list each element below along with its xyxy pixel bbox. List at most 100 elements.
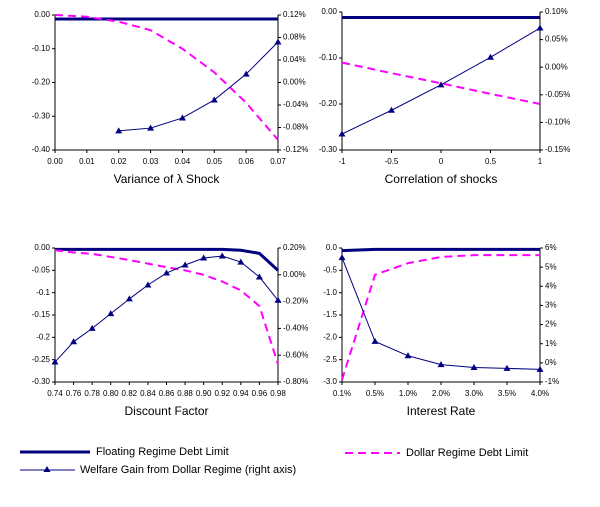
marker bbox=[487, 53, 494, 60]
x-tick-label: 0.1% bbox=[333, 389, 351, 398]
marker bbox=[181, 261, 189, 268]
x-tick-label: 0.06 bbox=[238, 157, 254, 166]
marker bbox=[218, 252, 226, 259]
marker bbox=[338, 130, 346, 137]
y-tick-label: 0.0 bbox=[326, 243, 338, 252]
marker bbox=[338, 254, 346, 261]
marker bbox=[371, 337, 379, 344]
series-line bbox=[341, 61, 541, 105]
x-tick-label: 3.5% bbox=[498, 389, 516, 398]
marker bbox=[147, 124, 155, 131]
marker bbox=[70, 338, 78, 345]
x-tick-label: 0.80 bbox=[103, 389, 119, 398]
y2-tick-label: 5% bbox=[545, 262, 557, 271]
marker bbox=[470, 363, 478, 370]
x-tick-label: -0.5 bbox=[385, 157, 399, 166]
x-tick-label: -1 bbox=[338, 157, 346, 166]
x-axis-label: Interest Rate bbox=[407, 404, 476, 418]
marker bbox=[88, 324, 96, 331]
marker bbox=[503, 364, 511, 371]
y-tick-label: -0.15 bbox=[32, 310, 51, 319]
y2-tick-label: -0.08% bbox=[283, 123, 308, 132]
y-tick-label: -2.5 bbox=[323, 355, 337, 364]
marker bbox=[242, 70, 250, 77]
y-tick-label: -0.40 bbox=[32, 145, 51, 154]
y-tick-label: -0.5 bbox=[323, 265, 337, 274]
y-tick-label: -2.0 bbox=[323, 332, 337, 341]
x-tick-label: 0.92 bbox=[214, 389, 230, 398]
y-tick-label: -0.30 bbox=[319, 145, 338, 154]
y-tick-label: 0.00 bbox=[321, 7, 337, 16]
y2-tick-label: 6% bbox=[545, 243, 557, 252]
x-axis-label: Correlation of shocks bbox=[385, 172, 498, 186]
series-line bbox=[54, 249, 279, 365]
y-tick-label: -0.05 bbox=[32, 265, 51, 274]
y-tick-label: -0.1 bbox=[36, 288, 50, 297]
y2-tick-label: 0.00% bbox=[283, 78, 306, 87]
y2-tick-label: 0.12% bbox=[283, 10, 306, 19]
y2-tick-label: 1% bbox=[545, 339, 557, 348]
y2-tick-label: 0.10% bbox=[545, 7, 568, 16]
x-tick-label: 2.0% bbox=[432, 389, 450, 398]
x-tick-label: 0.84 bbox=[140, 389, 156, 398]
y2-tick-label: 0.20% bbox=[283, 243, 306, 252]
y-tick-label: -0.30 bbox=[32, 377, 51, 386]
y2-tick-label: 0.04% bbox=[283, 55, 306, 64]
x-tick-label: 0.94 bbox=[233, 389, 249, 398]
y2-tick-label: -1% bbox=[545, 377, 559, 386]
x-tick-label: 0.01 bbox=[79, 157, 95, 166]
marker bbox=[237, 258, 245, 265]
y-tick-label: 0.00 bbox=[34, 10, 50, 19]
series-line bbox=[341, 247, 540, 253]
x-tick-label: 1.0% bbox=[399, 389, 417, 398]
series-line bbox=[341, 254, 540, 381]
x-tick-label: 0.78 bbox=[84, 389, 100, 398]
x-tick-label: 0.86 bbox=[159, 389, 175, 398]
y-tick-label: 0.00 bbox=[34, 243, 50, 252]
marker bbox=[274, 38, 282, 45]
marker bbox=[107, 310, 115, 317]
marker bbox=[255, 273, 263, 280]
x-tick-label: 0.88 bbox=[177, 389, 193, 398]
marker bbox=[144, 281, 152, 288]
x-tick-label: 0.98 bbox=[270, 389, 286, 398]
y2-tick-label: -0.04% bbox=[283, 100, 308, 109]
x-tick-label: 3.0% bbox=[465, 389, 483, 398]
y-tick-label: -0.20 bbox=[32, 78, 51, 87]
y-tick-label: -0.10 bbox=[319, 53, 338, 62]
y2-tick-label: 0.00% bbox=[545, 62, 568, 71]
y-tick-label: -3.0 bbox=[323, 377, 337, 386]
y2-tick-label: -0.12% bbox=[283, 145, 308, 154]
x-tick-label: 0.5 bbox=[485, 157, 497, 166]
x-tick-label: 1 bbox=[538, 157, 543, 166]
y2-tick-label: -0.20% bbox=[283, 297, 308, 306]
y-tick-label: -0.10 bbox=[32, 44, 51, 53]
x-tick-label: 0.5% bbox=[366, 389, 384, 398]
y-tick-label: -0.2 bbox=[36, 332, 50, 341]
marker bbox=[388, 106, 395, 113]
marker bbox=[437, 81, 445, 88]
x-tick-label: 0.05 bbox=[206, 157, 222, 166]
x-tick-label: 0.76 bbox=[66, 389, 82, 398]
x-tick-label: 0 bbox=[439, 157, 444, 166]
marker bbox=[404, 352, 412, 359]
x-tick-label: 0.02 bbox=[111, 157, 127, 166]
series-line bbox=[54, 14, 279, 141]
marker bbox=[536, 365, 544, 372]
y2-tick-label: -0.80% bbox=[283, 377, 308, 386]
series-line bbox=[341, 27, 541, 135]
x-axis-label: Discount Factor bbox=[124, 404, 208, 418]
series-line bbox=[341, 257, 541, 370]
y2-tick-label: -0.05% bbox=[545, 90, 570, 99]
marker bbox=[210, 96, 218, 103]
x-tick-label: 0.00 bbox=[47, 157, 63, 166]
marker bbox=[51, 358, 59, 365]
y2-tick-label: -0.15% bbox=[545, 145, 570, 154]
y2-tick-label: 0.00% bbox=[283, 270, 306, 279]
y2-tick-label: 3% bbox=[545, 301, 557, 310]
x-tick-label: 0.04 bbox=[175, 157, 191, 166]
x-tick-label: 0.03 bbox=[143, 157, 159, 166]
marker bbox=[163, 269, 170, 276]
y2-tick-label: -0.40% bbox=[283, 324, 308, 333]
series-line bbox=[55, 247, 280, 272]
